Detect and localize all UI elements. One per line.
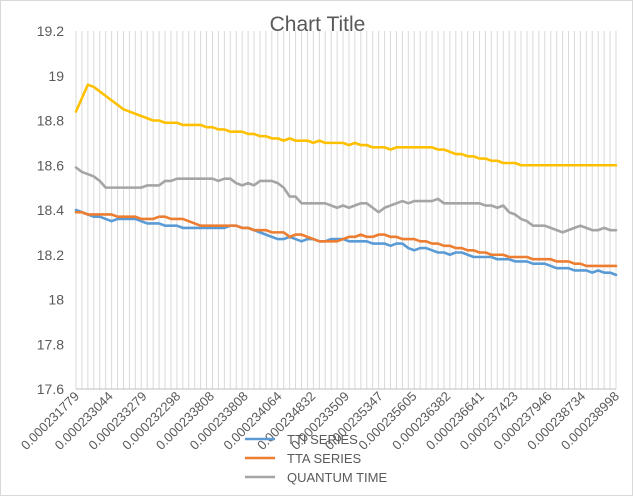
legend-label: TTI SERIES [287, 432, 358, 447]
y-tick-label: 19.2 [37, 23, 64, 39]
y-tick-label: 19 [48, 68, 64, 84]
series-line-1 [74, 208, 618, 277]
y-tick-label: 18.2 [37, 247, 64, 263]
legend-label: QUANTUM TIME [287, 470, 387, 485]
series-line-3 [74, 166, 618, 234]
y-tick-label: 17.8 [37, 336, 64, 352]
y-tick-label: 18.8 [37, 113, 64, 129]
series-line-4 [74, 83, 618, 167]
y-tick-label: 18.6 [37, 157, 64, 173]
gridlines [75, 31, 617, 389]
y-tick-label: 18.4 [37, 202, 64, 218]
series-line-2 [74, 210, 618, 268]
y-tick-label: 18 [48, 292, 64, 308]
y-tick-label: 17.6 [37, 381, 64, 397]
legend-label: TTA SERIES [287, 451, 361, 466]
chart-title: Chart Title [269, 13, 366, 36]
